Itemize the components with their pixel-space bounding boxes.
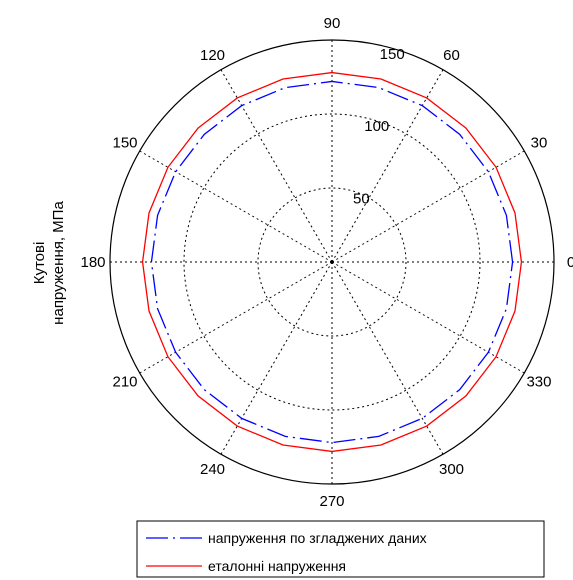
theta-tick-label-300: 300 <box>439 461 464 478</box>
theta-tick-label-60: 60 <box>443 47 460 64</box>
legend: напруження по згладжених даних еталонні … <box>136 520 545 578</box>
theta-tick-label-270: 270 <box>319 493 344 510</box>
series-line-0 <box>150 80 514 444</box>
grid-spoke-120 <box>220 69 333 263</box>
theta-tick-label-180: 180 <box>80 254 105 271</box>
theta-tick-label-240: 240 <box>200 461 225 478</box>
grid-spoke-240 <box>220 261 333 455</box>
tick-labels: 0 30 60 90 120 150 180 210 240 270 300 330 50 100 150 <box>80 15 573 510</box>
theta-tick-label-0: 0 <box>567 254 573 271</box>
polar-grid <box>109 39 555 485</box>
r-tick-label-150: 150 <box>380 46 405 63</box>
legend-entry-smoothed: напруження по згладжених даних <box>208 530 427 546</box>
theta-tick-label-150: 150 <box>113 135 138 152</box>
series-line-1 <box>141 71 523 453</box>
theta-tick-label-210: 210 <box>113 374 138 391</box>
grid-ring-50 <box>257 187 407 337</box>
grid-spoke-300 <box>331 261 444 455</box>
y-axis-label-line-1: Кутові <box>31 242 48 285</box>
legend-box <box>136 520 545 578</box>
grid-spoke-30 <box>331 150 525 263</box>
r-tick-label-100: 100 <box>364 118 389 135</box>
series-layer <box>141 71 523 453</box>
grid-spoke-210 <box>139 261 333 374</box>
theta-tick-label-120: 120 <box>200 47 225 64</box>
grid-spoke-60 <box>331 69 444 263</box>
theta-tick-label-330: 330 <box>526 374 551 391</box>
grid-spoke-150 <box>139 150 333 263</box>
theta-tick-label-30: 30 <box>531 135 548 152</box>
legend-entry-reference: еталонні напруження <box>208 558 346 574</box>
theta-tick-label-90: 90 <box>324 15 341 32</box>
grid-spoke-330 <box>331 261 525 374</box>
y-axis-label-line-2: напруження, МПа <box>50 201 67 325</box>
grid-ring-100 <box>183 113 481 411</box>
r-tick-label-50: 50 <box>353 191 370 208</box>
